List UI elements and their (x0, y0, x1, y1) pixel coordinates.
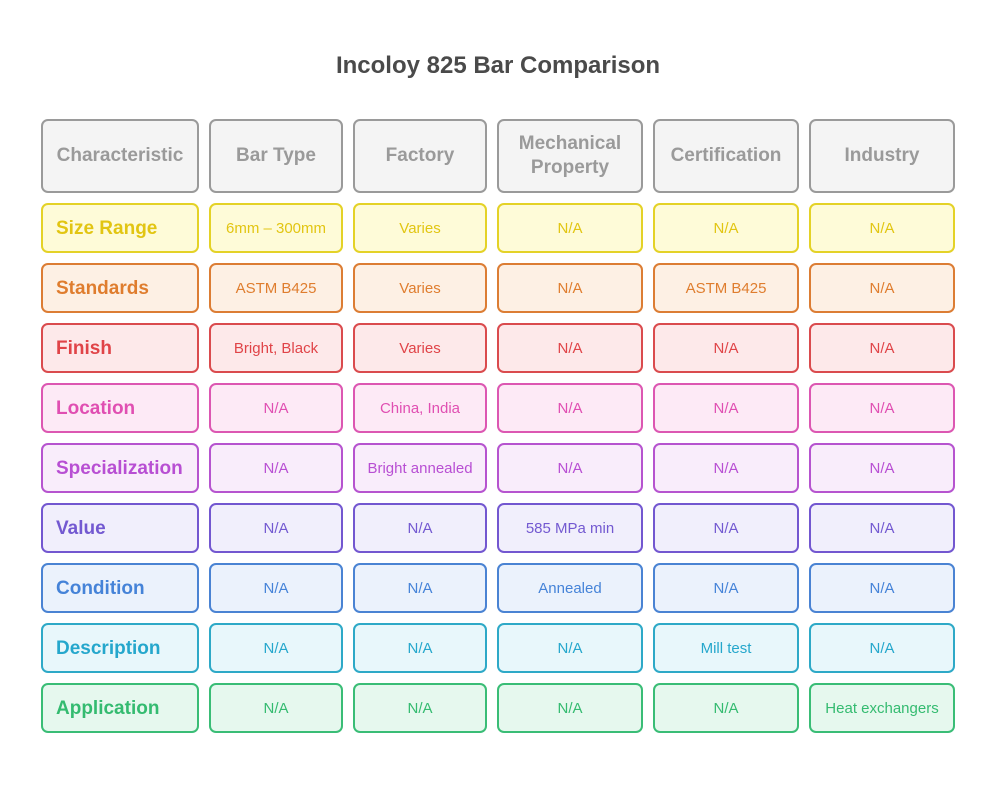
header-characteristic: Characteristic (41, 119, 199, 193)
cell-size-range-industry: N/A (809, 203, 955, 253)
cell-finish-factory: Varies (353, 323, 487, 373)
header-certification: Certification (653, 119, 799, 193)
cell-specialization-mechanical-property: N/A (497, 443, 643, 493)
cell-size-range-mechanical-property: N/A (497, 203, 643, 253)
cell-description-mechanical-property: N/A (497, 623, 643, 673)
cell-size-range-factory: Varies (353, 203, 487, 253)
cell-specialization-factory: Bright annealed (353, 443, 487, 493)
cell-standards-certification: ASTM B425 (653, 263, 799, 313)
row-label-finish: Finish (41, 323, 199, 373)
header-industry: Industry (809, 119, 955, 193)
row-label-application: Application (41, 683, 199, 733)
cell-size-range-certification: N/A (653, 203, 799, 253)
cell-specialization-certification: N/A (653, 443, 799, 493)
row-label-value: Value (41, 503, 199, 553)
row-label-size-range: Size Range (41, 203, 199, 253)
row-label-location: Location (41, 383, 199, 433)
cell-description-industry: N/A (809, 623, 955, 673)
row-label-description: Description (41, 623, 199, 673)
cell-value-bar-type: N/A (209, 503, 343, 553)
header-factory: Factory (353, 119, 487, 193)
cell-value-industry: N/A (809, 503, 955, 553)
cell-value-certification: N/A (653, 503, 799, 553)
header-mechanical-property: Mechanical Property (497, 119, 643, 193)
cell-location-bar-type: N/A (209, 383, 343, 433)
cell-condition-mechanical-property: Annealed (497, 563, 643, 613)
row-label-standards: Standards (41, 263, 199, 313)
cell-finish-mechanical-property: N/A (497, 323, 643, 373)
cell-finish-industry: N/A (809, 323, 955, 373)
cell-application-industry: Heat exchangers (809, 683, 955, 733)
cell-standards-bar-type: ASTM B425 (209, 263, 343, 313)
cell-application-certification: N/A (653, 683, 799, 733)
cell-application-mechanical-property: N/A (497, 683, 643, 733)
cell-standards-factory: Varies (353, 263, 487, 313)
cell-description-certification: Mill test (653, 623, 799, 673)
cell-value-mechanical-property: 585 MPa min (497, 503, 643, 553)
cell-size-range-bar-type: 6mm – 300mm (209, 203, 343, 253)
row-label-specialization: Specialization (41, 443, 199, 493)
cell-finish-certification: N/A (653, 323, 799, 373)
header-bar-type: Bar Type (209, 119, 343, 193)
cell-condition-certification: N/A (653, 563, 799, 613)
cell-standards-mechanical-property: N/A (497, 263, 643, 313)
cell-value-factory: N/A (353, 503, 487, 553)
cell-description-bar-type: N/A (209, 623, 343, 673)
cell-description-factory: N/A (353, 623, 487, 673)
cell-finish-bar-type: Bright, Black (209, 323, 343, 373)
cell-location-mechanical-property: N/A (497, 383, 643, 433)
cell-location-factory: China, India (353, 383, 487, 433)
cell-location-certification: N/A (653, 383, 799, 433)
cell-condition-industry: N/A (809, 563, 955, 613)
row-label-condition: Condition (41, 563, 199, 613)
comparison-table: Characteristic Bar Type Factory Mechanic… (41, 119, 955, 733)
cell-application-bar-type: N/A (209, 683, 343, 733)
cell-standards-industry: N/A (809, 263, 955, 313)
page-title: Incoloy 825 Bar Comparison (335, 52, 661, 79)
cell-specialization-bar-type: N/A (209, 443, 343, 493)
cell-condition-factory: N/A (353, 563, 487, 613)
cell-application-factory: N/A (353, 683, 487, 733)
cell-location-industry: N/A (809, 383, 955, 433)
cell-specialization-industry: N/A (809, 443, 955, 493)
cell-condition-bar-type: N/A (209, 563, 343, 613)
